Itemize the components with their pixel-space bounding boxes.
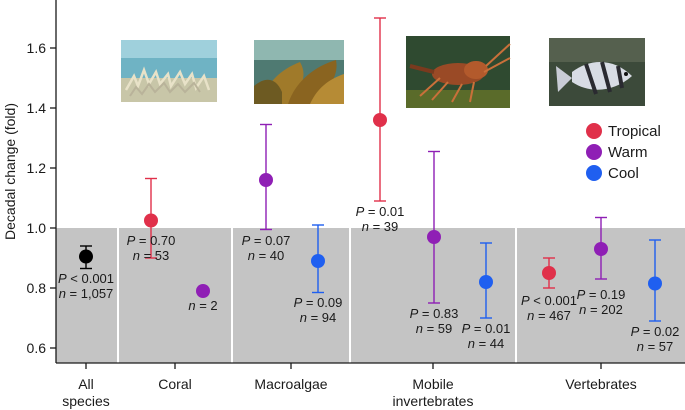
p-value-label: P = 0.83 (410, 306, 459, 321)
data-points (79, 17, 662, 322)
legend-marker (586, 123, 602, 139)
y-axis-label: Decadal change (fold) (2, 103, 18, 240)
p-value-label: P = 0.07 (242, 233, 291, 248)
legend-marker (586, 144, 602, 160)
legend-label: Tropical (608, 123, 661, 140)
p-value-label: P < 0.001 (521, 293, 577, 308)
y-tick-label: 1.4 (27, 100, 47, 116)
n-label: n = 53 (133, 248, 170, 263)
data-point (144, 213, 158, 228)
y-tick-label: 1.6 (27, 40, 47, 56)
data-point (373, 113, 387, 127)
data-point (311, 254, 325, 268)
photo-lobster (406, 36, 511, 108)
category-label: Vertebrates (565, 376, 637, 392)
category-label: All (78, 376, 94, 392)
n-label: n = 40 (248, 248, 285, 263)
data-point (479, 275, 493, 289)
p-value-label: P = 0.19 (577, 287, 626, 302)
n-label: n = 59 (416, 321, 453, 336)
category-label: Macroalgae (254, 376, 327, 392)
legend-label: Cool (608, 165, 639, 182)
category-label: Mobile (412, 376, 453, 392)
category-label: invertebrates (393, 393, 474, 409)
data-point (427, 230, 441, 244)
photo-coral (121, 40, 217, 102)
category-label: species (62, 393, 109, 409)
data-point (79, 249, 93, 264)
p-value-label: P = 0.01 (462, 321, 511, 336)
p-value-label: P = 0.70 (127, 233, 176, 248)
shade-panel-macroalgae (233, 228, 349, 363)
data-point (594, 242, 608, 256)
n-label: n = 94 (300, 310, 337, 325)
n-label: n = 202 (579, 302, 623, 317)
n-label: n = 39 (362, 219, 399, 234)
p-value-label: P = 0.02 (631, 324, 680, 339)
legend: Tropical Warm Cool (586, 123, 661, 182)
x-ticks (85, 363, 602, 369)
n-label: n = 44 (468, 336, 505, 351)
legend-marker (586, 165, 602, 181)
p-value-label: P < 0.001 (58, 271, 114, 286)
p-value-label: P = 0.01 (356, 204, 405, 219)
data-point (259, 173, 273, 187)
data-point (542, 266, 556, 280)
n-label: n = 2 (188, 298, 217, 313)
n-label: n = 57 (637, 339, 674, 354)
y-tick-label: 0.8 (27, 280, 47, 296)
y-tick-label: 1.0 (27, 220, 47, 236)
y-tick-label: 1.2 (27, 160, 47, 176)
y-ticks: 0.6 0.8 1.0 1.2 1.4 1.6 (27, 40, 56, 356)
p-value-label: P = 0.09 (294, 295, 343, 310)
n-label: n = 1,057 (59, 286, 114, 301)
category-label: Coral (158, 376, 191, 392)
y-tick-label: 0.6 (27, 340, 47, 356)
shaded-region (56, 228, 685, 363)
photo-macroalgae (254, 40, 344, 104)
data-point (648, 276, 662, 291)
shade-panel-coral (119, 228, 231, 363)
data-point (196, 284, 210, 298)
n-label: n = 467 (527, 308, 571, 323)
legend-label: Warm (608, 144, 647, 161)
photo-fish (549, 38, 645, 106)
shade-panel-mobile-invertebrates (351, 228, 515, 363)
